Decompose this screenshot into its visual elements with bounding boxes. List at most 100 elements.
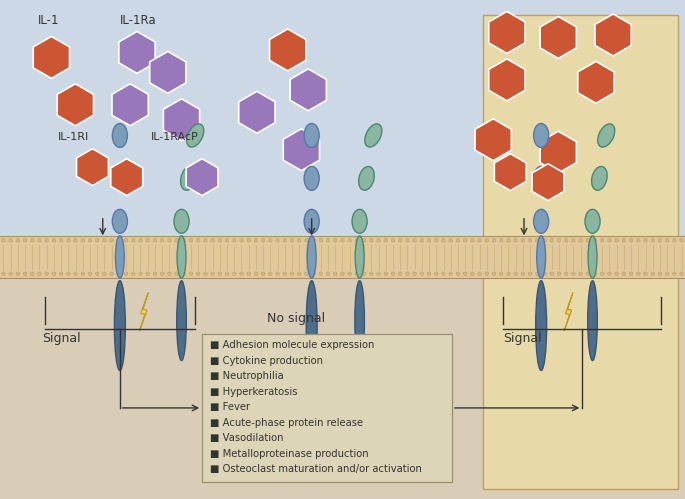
Ellipse shape <box>536 280 547 370</box>
Ellipse shape <box>588 236 597 278</box>
Ellipse shape <box>586 239 590 242</box>
Ellipse shape <box>658 272 662 275</box>
Ellipse shape <box>534 124 549 148</box>
Ellipse shape <box>31 239 34 242</box>
Ellipse shape <box>232 239 236 242</box>
Ellipse shape <box>60 272 63 275</box>
Ellipse shape <box>197 272 200 275</box>
Ellipse shape <box>240 239 243 242</box>
Ellipse shape <box>182 272 186 275</box>
Bar <box>0 278 685 499</box>
Ellipse shape <box>290 239 294 242</box>
Ellipse shape <box>644 239 647 242</box>
Ellipse shape <box>95 239 99 242</box>
Ellipse shape <box>38 239 41 242</box>
Ellipse shape <box>536 272 539 275</box>
Ellipse shape <box>16 239 20 242</box>
Ellipse shape <box>312 272 315 275</box>
Bar <box>0 236 685 278</box>
Ellipse shape <box>601 272 604 275</box>
Ellipse shape <box>132 239 135 242</box>
Ellipse shape <box>203 272 208 275</box>
Ellipse shape <box>52 239 55 242</box>
Ellipse shape <box>110 239 114 242</box>
Ellipse shape <box>269 272 272 275</box>
Ellipse shape <box>146 272 149 275</box>
Text: IL-1Ra: IL-1Ra <box>120 14 156 27</box>
Ellipse shape <box>413 239 416 242</box>
Ellipse shape <box>203 239 208 242</box>
Ellipse shape <box>571 272 575 275</box>
Ellipse shape <box>588 280 597 361</box>
Text: ■ Cytokine production: ■ Cytokine production <box>210 356 323 366</box>
Ellipse shape <box>485 272 488 275</box>
Ellipse shape <box>384 272 388 275</box>
Polygon shape <box>34 36 69 78</box>
Ellipse shape <box>146 239 149 242</box>
Ellipse shape <box>630 239 633 242</box>
Ellipse shape <box>399 239 402 242</box>
Ellipse shape <box>262 272 265 275</box>
Ellipse shape <box>112 167 127 191</box>
Ellipse shape <box>507 239 510 242</box>
Ellipse shape <box>427 272 431 275</box>
Ellipse shape <box>240 272 243 275</box>
Ellipse shape <box>615 272 619 275</box>
Ellipse shape <box>175 272 178 275</box>
Ellipse shape <box>370 239 373 242</box>
Ellipse shape <box>340 239 345 242</box>
Ellipse shape <box>622 239 625 242</box>
Ellipse shape <box>521 239 525 242</box>
Polygon shape <box>150 51 186 93</box>
Ellipse shape <box>348 272 351 275</box>
Polygon shape <box>58 84 93 126</box>
Ellipse shape <box>665 272 669 275</box>
Ellipse shape <box>117 272 121 275</box>
Ellipse shape <box>630 272 633 275</box>
Ellipse shape <box>232 272 236 275</box>
Ellipse shape <box>218 272 222 275</box>
Ellipse shape <box>564 239 568 242</box>
Polygon shape <box>564 292 573 331</box>
Text: Signal: Signal <box>503 332 542 345</box>
Ellipse shape <box>290 272 294 275</box>
Ellipse shape <box>276 272 279 275</box>
Ellipse shape <box>449 239 453 242</box>
Ellipse shape <box>355 280 364 361</box>
Ellipse shape <box>95 272 99 275</box>
Ellipse shape <box>427 239 431 242</box>
Text: IL-1RI: IL-1RI <box>58 132 90 142</box>
Ellipse shape <box>326 239 330 242</box>
Ellipse shape <box>305 272 308 275</box>
Ellipse shape <box>304 124 319 148</box>
Ellipse shape <box>377 272 380 275</box>
Ellipse shape <box>528 239 532 242</box>
Polygon shape <box>186 159 218 196</box>
Ellipse shape <box>391 272 395 275</box>
Ellipse shape <box>463 272 467 275</box>
Text: IL-1RAcP: IL-1RAcP <box>151 132 199 142</box>
Ellipse shape <box>319 239 323 242</box>
Ellipse shape <box>175 239 178 242</box>
Polygon shape <box>578 61 614 103</box>
Ellipse shape <box>297 272 301 275</box>
Ellipse shape <box>225 272 229 275</box>
Ellipse shape <box>456 272 460 275</box>
Bar <box>483 15 678 489</box>
Ellipse shape <box>254 239 258 242</box>
Ellipse shape <box>181 167 196 190</box>
Ellipse shape <box>38 272 41 275</box>
Ellipse shape <box>74 239 77 242</box>
Ellipse shape <box>138 239 142 242</box>
Ellipse shape <box>608 239 611 242</box>
Ellipse shape <box>507 272 510 275</box>
Ellipse shape <box>499 272 503 275</box>
Polygon shape <box>489 59 525 101</box>
Ellipse shape <box>16 272 20 275</box>
Ellipse shape <box>406 272 409 275</box>
Ellipse shape <box>673 272 676 275</box>
Polygon shape <box>495 154 526 191</box>
Ellipse shape <box>355 272 359 275</box>
Ellipse shape <box>66 272 70 275</box>
Ellipse shape <box>442 239 445 242</box>
